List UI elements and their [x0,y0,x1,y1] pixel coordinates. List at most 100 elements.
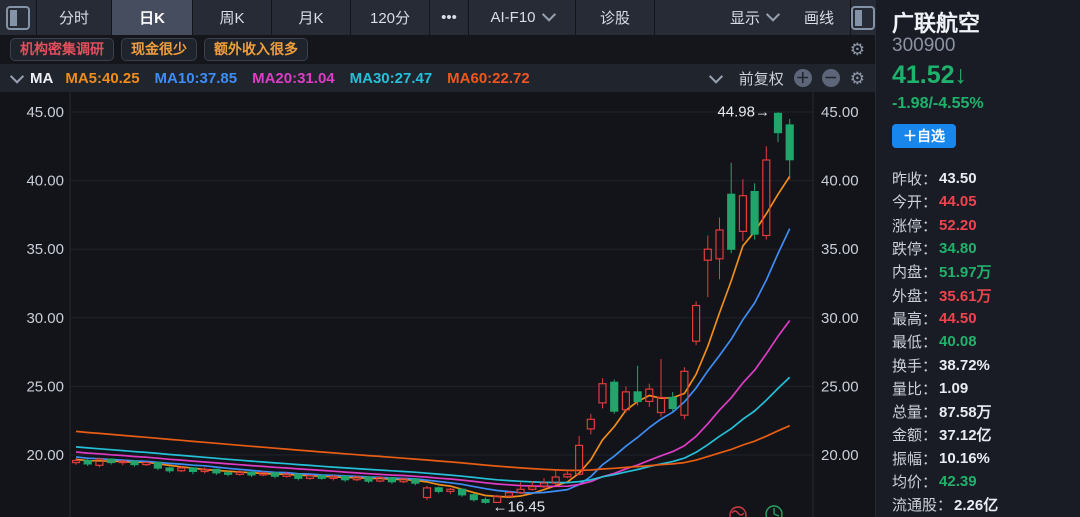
candle-18 [282,472,291,478]
ma20-value-label: MA20:31.04 [252,69,335,87]
candle-47 [621,386,631,413]
candle-39 [528,481,537,491]
candle-61 [785,118,794,180]
candle-11 [200,467,209,474]
stat-value: 42.39 [939,473,977,490]
ma10-value-label: MA10:37.85 [154,69,238,87]
stat-label: 总量： [892,404,938,422]
stat-value: 34.80 [939,240,977,258]
stock-tag[interactable]: 额外收入很多 [204,37,308,62]
candle-43 [574,435,584,476]
tab-zhengu[interactable]: 诊股 [576,0,654,35]
candle-38 [516,482,525,495]
candle-6 [142,461,151,466]
candle-55 [715,217,724,280]
toolbar-tabs: 分时 日K 周K 月K 120分 ••• AI-F10 诊股 显示 画线 [0,0,875,35]
candle-7 [153,461,162,471]
ma-collapse-chevron-icon[interactable] [9,69,25,84]
candle-46 [610,379,619,414]
candle-53 [691,301,701,346]
candle-40 [539,478,549,488]
low-label: ←16.45 [493,499,546,516]
candle-29 [411,478,420,486]
button-label: 显示 [729,10,760,27]
stat-label: 昨收： [892,171,938,189]
candle-15 [247,471,256,477]
candle-59 [762,146,771,240]
event-marker-red-icon[interactable] [729,506,747,517]
chevron-down-icon [765,7,781,22]
candle-30 [422,485,432,501]
stock-tag[interactable]: 现金很少 [121,37,197,62]
candle-36 [493,494,502,504]
panel-left-toggle-icon [6,5,30,30]
panel-right-toggle-button[interactable] [851,0,875,35]
candle-32 [446,487,455,495]
adjust-mode-label[interactable]: 前复权 [738,70,784,88]
ma-values: MA5:40.25 MA10:37.85 MA20:31.04 MA30:27.47 M… [65,70,529,87]
stat-row: 均价： 42.39 [892,470,1074,493]
ma-title: MA [30,69,54,87]
add-watchlist-button[interactable]: ＋自选 [892,124,956,148]
stat-value: 44.50 [939,309,977,327]
zoom-in-button[interactable]: ＋ [793,69,812,87]
current-price: 41.52↓ [892,61,968,89]
ma-indicator-bar: MA MA5:40.25 MA10:37.85 MA20:31.04 MA30:27.… [0,64,875,92]
candle-8 [165,466,174,473]
stat-label: 均价： [892,474,938,491]
tab-ai-f10[interactable]: AI-F10 [469,0,575,35]
ma-settings-gear-icon[interactable]: ⚙ [849,68,865,88]
chart-svg[interactable]: 45.00 40.00 35.00 30.00 25.00 20.00 45.00 40.00… [0,92,875,517]
event-marker-clock-icon[interactable] [765,505,783,517]
candle-10 [188,467,198,475]
svg-text:35.00: 35.00 [821,241,859,258]
tab-min120[interactable]: 120分 [351,0,429,35]
stat-label: 内盘： [892,264,938,282]
zoom-out-button[interactable]: － [821,69,840,87]
tab-label: 周K [219,10,245,27]
stat-row: 流通股： 2.26亿 [892,493,1074,516]
stat-label: 换手： [892,357,938,375]
y-axis-right: 45.00 40.00 35.00 30.00 25.00 20.00 [821,104,859,464]
tab-fenshi[interactable]: 分时 [37,0,111,35]
candle-13 [224,470,233,477]
stock-tag[interactable]: 机构密集调研 [10,37,114,62]
stat-label: 涨停： [892,217,938,235]
candle-57 [738,179,748,241]
high-label: 44.98→ [717,103,770,120]
adjust-chevron-icon[interactable] [708,69,723,84]
candle-56 [727,162,736,254]
stat-value: 10.16% [939,449,990,467]
candles-series [71,112,794,504]
stat-row: 最低： 40.08 [892,330,1074,353]
tags-gear-icon[interactable]: ⚙ [849,40,865,59]
tab-zhouk[interactable]: 周K [193,0,271,35]
svg-text:45.00: 45.00 [26,104,64,121]
candle-0 [71,458,81,465]
stat-label: 跌停： [892,241,938,259]
svg-text:20.00: 20.00 [26,447,64,464]
tab-rik[interactable]: 日K [112,0,192,35]
candle-54 [703,235,712,298]
stat-row: 涨停： 52.20 [892,214,1074,237]
candle-4 [118,459,127,466]
candle-3 [106,458,116,465]
tab-yuek[interactable]: 月K [272,0,350,35]
candle-58 [750,183,759,240]
candlestick-chart[interactable]: 45.00 40.00 35.00 30.00 25.00 20.00 45.00 40.00… [0,92,875,517]
svg-text:45.00: 45.00 [821,104,859,121]
tab-more[interactable]: ••• [430,0,468,35]
stat-label: 外盘： [892,287,938,305]
tab-label: 分时 [58,10,89,27]
drawline-button[interactable]: 画线 [804,7,834,28]
stat-label: 今开： [892,194,938,212]
toolbar-right-segment: 显示 画线 [655,0,850,35]
ma30-value-label: MA30:27.47 [349,69,433,87]
display-button[interactable]: 显示 [729,7,781,28]
svg-text:25.00: 25.00 [821,378,859,395]
stat-row: 换手： 38.72% [892,353,1074,376]
panel-left-toggle-button[interactable] [0,0,36,35]
candle-12 [212,468,221,475]
stat-value: 35.61万 [939,287,992,305]
